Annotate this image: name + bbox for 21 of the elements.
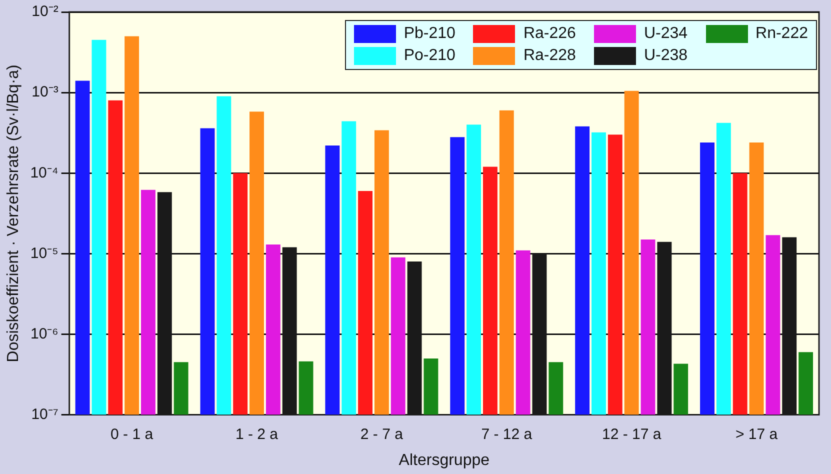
legend-label: Pb-210 [404,25,456,43]
y-axis-title: Dosiskoeffizient · Verzehrsrate (Sv·l/Bq·a) [5,64,22,362]
legend-label: U-234 [644,25,688,43]
x-tick-label: 0 - 1 a [110,426,154,443]
x-tick-label: 1 - 2 a [235,426,279,443]
y-tick-label: 10⁻⁴ [30,164,58,182]
x-tick-label: > 17 a [735,426,778,443]
legend-label: Po-210 [404,47,456,65]
x-tick-label: 2 - 7 a [360,426,404,443]
y-tick-label: 10⁻⁵ [30,244,58,262]
x-tick-label: 7 - 12 a [481,426,533,443]
legend-label: U-238 [644,47,688,65]
y-tick-label: 10⁻⁶ [30,325,58,342]
y-tick-label: 10⁻³ [32,84,58,101]
x-tick-label: 12 - 17 a [602,426,662,443]
legend-label: Rn-222 [756,25,808,43]
legend-label: Ra-228 [523,47,576,65]
y-tick-label: 10⁻⁷ [31,406,58,423]
legend-label: Ra-226 [523,25,576,43]
x-axis-title: Altersgruppe [398,452,490,469]
y-tick-label: 10⁻² [32,3,58,20]
